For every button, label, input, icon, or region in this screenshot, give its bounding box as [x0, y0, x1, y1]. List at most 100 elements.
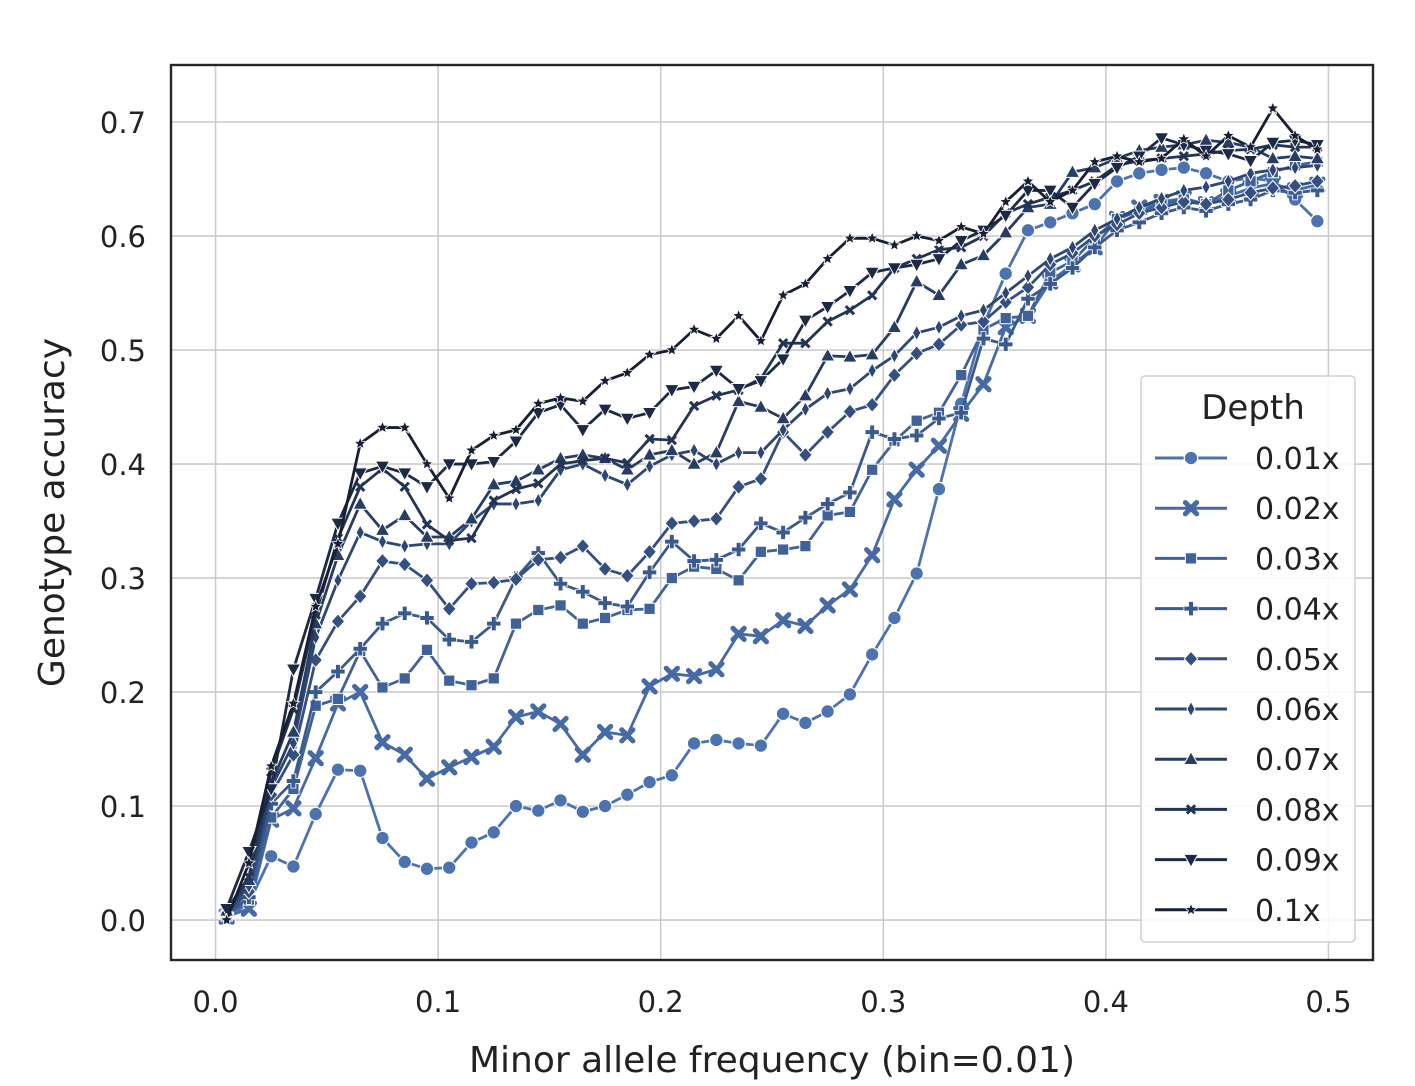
data-point — [400, 537, 410, 555]
data-point — [842, 485, 858, 501]
x-tick-label: 0.2 — [638, 985, 684, 1019]
legend-item: 0.05x — [1155, 643, 1340, 678]
data-point — [822, 316, 833, 327]
data-point — [1112, 210, 1122, 228]
legend-marker — [1185, 804, 1197, 815]
data-point — [285, 773, 301, 789]
legend-label: 0.07x — [1255, 743, 1340, 778]
data-point — [374, 521, 391, 536]
data-point — [1042, 214, 1058, 230]
data-point — [711, 455, 722, 473]
data-point — [1087, 154, 1102, 168]
data-point — [576, 617, 589, 630]
legend-item: 0.02x — [1155, 492, 1340, 527]
data-point — [398, 672, 411, 685]
data-point — [908, 258, 925, 274]
data-point — [396, 746, 413, 763]
data-point — [307, 750, 324, 767]
legend-label: 0.09x — [1255, 844, 1340, 879]
data-point — [552, 715, 569, 733]
data-point — [375, 420, 390, 434]
data-point — [953, 316, 969, 334]
data-point — [731, 308, 746, 322]
data-point — [756, 444, 766, 462]
data-point — [1154, 162, 1169, 178]
data-point — [800, 338, 811, 349]
legend-items: 0.01x 0.02x 0.03x 0.04x 0.05x 0.06x 0.07x 0.08x… — [1155, 442, 1340, 929]
data-point — [998, 194, 1013, 208]
data-point — [753, 333, 768, 347]
data-point — [1045, 250, 1055, 268]
data-point — [553, 793, 568, 808]
legend-label: 0.04x — [1255, 593, 1340, 628]
data-point — [285, 723, 302, 738]
data-point — [842, 687, 858, 702]
data-point — [775, 612, 792, 629]
legend-title: Depth — [1201, 388, 1305, 428]
data-point — [1201, 178, 1211, 196]
data-point — [263, 848, 279, 864]
data-point — [466, 532, 477, 544]
data-point — [866, 463, 879, 476]
legend-item: 0.06x — [1155, 693, 1340, 728]
data-point — [596, 723, 614, 741]
legend-label: 0.05x — [1255, 643, 1340, 678]
y-tick-label: 0.6 — [100, 220, 146, 254]
data-point — [1131, 165, 1147, 181]
data-point — [485, 456, 502, 471]
data-point — [485, 738, 502, 755]
legend-label: 0.1x — [1255, 894, 1320, 929]
series-line — [225, 136, 1318, 910]
y-axis-label: Genotype accuracy — [32, 338, 73, 687]
data-point — [1265, 179, 1281, 197]
data-point — [1043, 194, 1058, 208]
data-point — [752, 628, 769, 645]
data-point — [752, 398, 769, 413]
data-point — [976, 313, 991, 330]
data-point — [374, 734, 391, 751]
data-point — [909, 345, 925, 362]
data-point — [665, 571, 678, 585]
data-point — [931, 481, 947, 497]
data-point — [644, 433, 655, 445]
data-point — [1064, 163, 1081, 178]
data-point — [463, 634, 480, 650]
data-point — [1220, 134, 1237, 149]
data-point — [886, 262, 903, 277]
data-point — [777, 543, 790, 556]
data-point — [353, 436, 368, 450]
data-point — [511, 495, 521, 513]
data-point — [533, 491, 543, 510]
data-point — [443, 674, 456, 687]
data-point — [775, 409, 792, 425]
data-point — [908, 273, 925, 288]
data-point — [887, 366, 902, 384]
data-point — [887, 610, 902, 626]
data-point — [1309, 149, 1326, 165]
data-point — [998, 293, 1014, 311]
data-point — [686, 736, 702, 751]
data-point — [330, 536, 346, 550]
data-point — [286, 859, 301, 874]
data-point — [597, 560, 613, 578]
data-point — [886, 491, 903, 508]
data-point — [733, 444, 744, 462]
x-axis-label: Minor allele frequency (bin=0.01) — [469, 1040, 1075, 1081]
data-point — [308, 599, 323, 613]
data-point — [864, 424, 880, 440]
data-point — [1198, 131, 1215, 146]
data-point — [1220, 148, 1237, 163]
data-point — [730, 383, 747, 398]
data-point — [664, 515, 680, 532]
data-point — [352, 641, 368, 657]
data-point — [686, 512, 702, 530]
data-point — [797, 617, 814, 635]
data-point — [797, 387, 814, 402]
data-point — [663, 665, 680, 682]
data-point — [933, 244, 945, 255]
data-point — [822, 384, 833, 402]
data-point — [397, 854, 413, 870]
data-point — [975, 376, 992, 393]
data-point — [754, 545, 767, 558]
data-point — [420, 643, 434, 657]
